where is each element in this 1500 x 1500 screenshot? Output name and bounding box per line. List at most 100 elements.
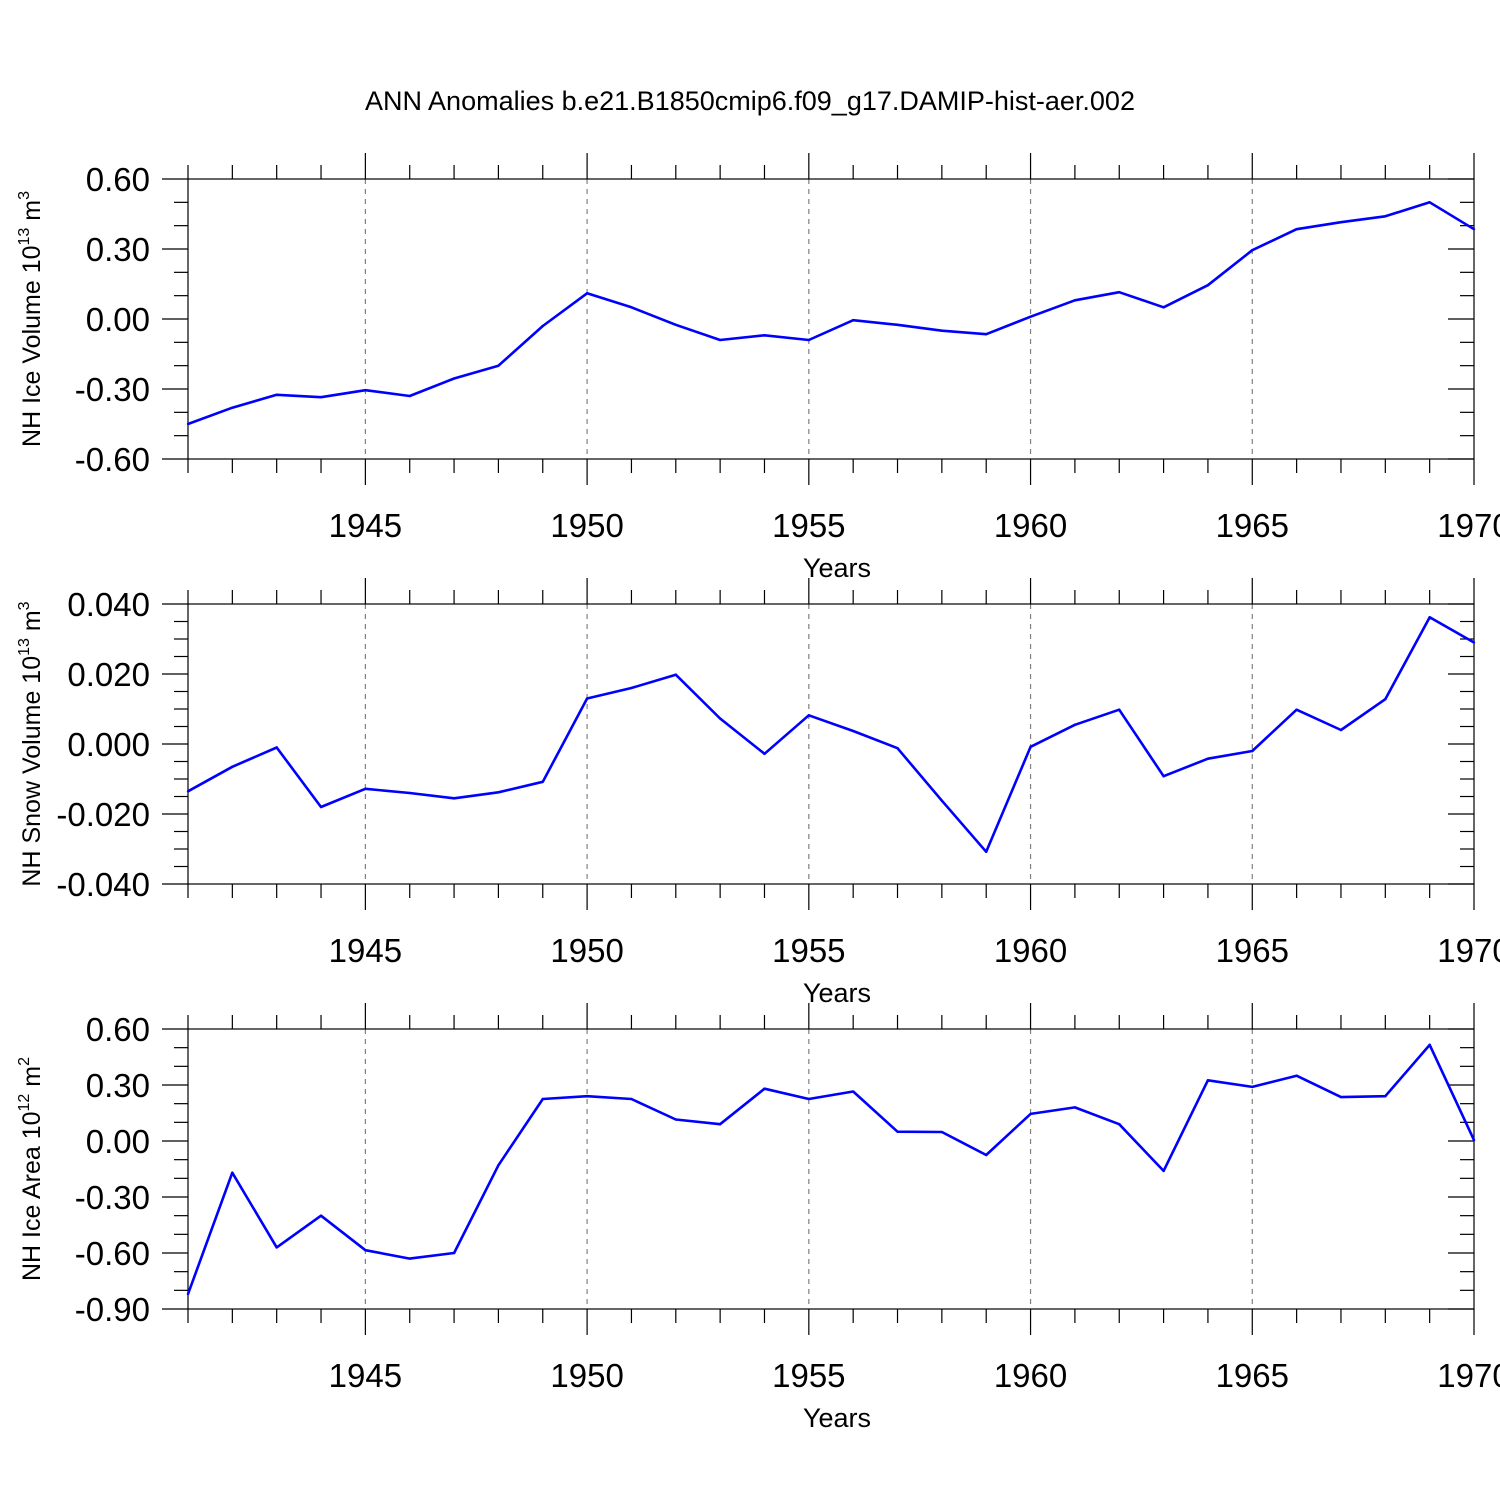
y-tick-label: -0.020: [56, 796, 150, 833]
data-point: [674, 323, 677, 327]
data-point: [896, 1130, 899, 1133]
x-tick-label: 1970: [1437, 1357, 1500, 1394]
y-tick-label: 0.00: [86, 301, 150, 338]
data-point: [851, 318, 855, 322]
data-point: [1206, 757, 1210, 760]
data-point: [1428, 201, 1431, 204]
series-line-snow-volume: [187, 615, 1475, 854]
data-point: [940, 329, 944, 332]
y-tick-label: 0.040: [67, 586, 150, 623]
y-axis-label-part: m: [18, 1066, 46, 1094]
data-point: [1384, 698, 1387, 701]
data-point: [452, 1251, 456, 1255]
data-point: [1428, 1043, 1431, 1047]
data-point: [1162, 775, 1165, 778]
data-point: [940, 799, 944, 802]
plot-frame: [187, 603, 1475, 885]
y-axis-label-part: NH Ice Area 10: [18, 1111, 46, 1281]
data-point: [364, 388, 367, 392]
data-point: [1251, 248, 1254, 252]
y-tick-label: -0.60: [75, 1235, 150, 1272]
data-point: [763, 752, 766, 755]
data-point: [497, 364, 500, 367]
data-point: [851, 1090, 855, 1093]
y-axis-label-superscript: 13: [16, 638, 33, 656]
x-tick-label: 1955: [772, 932, 845, 969]
y-tick-label: 0.60: [86, 1011, 150, 1048]
y-axis-label-superscript: 13: [16, 228, 33, 246]
x-tick-label: 1950: [550, 507, 623, 544]
data-point: [985, 332, 988, 336]
data-point: [985, 1153, 988, 1157]
data-point: [896, 323, 899, 327]
chart-title: ANN Anomalies b.e21.B1850cmip6.f09_g17.D…: [365, 86, 1135, 116]
x-tick-label: 1965: [1216, 507, 1289, 544]
data-point: [275, 1246, 278, 1249]
data-point: [186, 790, 190, 793]
y-tick-label: 0.60: [86, 161, 150, 198]
y-axis-label: NH Ice Area 1012 m2: [16, 1057, 46, 1281]
data-point: [1206, 283, 1210, 287]
plot-frame: [187, 1028, 1475, 1310]
data-point: [231, 765, 234, 768]
data-point: [1206, 1079, 1210, 1082]
x-tick-label: 1955: [772, 507, 845, 544]
x-tick-label: 1950: [550, 1357, 623, 1394]
data-point: [1118, 708, 1121, 711]
data-point: [1251, 1085, 1254, 1089]
y-axis-label: NH Ice Volume 1013 m3: [16, 191, 46, 447]
x-tick-label: 1960: [994, 1357, 1067, 1394]
data-point: [985, 850, 988, 853]
y-tick-label: -0.040: [56, 866, 150, 903]
y-axis-label: NH Snow Volume 1013 m3: [16, 601, 46, 886]
data-point: [1029, 315, 1032, 318]
y-axis-label-part: NH Ice Volume 10: [18, 245, 46, 447]
y-tick-label: 0.30: [86, 231, 150, 268]
data-point: [1251, 749, 1254, 753]
data-point: [1073, 299, 1077, 302]
data-point: [186, 422, 190, 426]
series-line-ice-area: [186, 1043, 1476, 1295]
x-tick-label: 1960: [994, 507, 1067, 544]
data-point: [408, 791, 411, 795]
data-point: [851, 729, 855, 733]
data-point: [763, 1087, 766, 1090]
y-tick-label: 0.30: [86, 1067, 150, 1104]
data-point: [364, 787, 367, 790]
data-point: [1295, 708, 1298, 711]
y-tick-label: 0.00: [86, 1123, 150, 1160]
series-line-ice-volume: [187, 201, 1475, 426]
y-tick-label: 0.020: [67, 656, 150, 693]
x-axis-label: Years: [803, 553, 871, 583]
data-point: [319, 1214, 323, 1217]
y-tick-label: -0.30: [75, 1179, 150, 1216]
panel-ice-area: 1945 1950 1955 1960 1965 1970 Years -0.90 -0.60 -…: [16, 1003, 1500, 1433]
data-point: [1339, 1095, 1343, 1099]
data-point: [1472, 641, 1476, 644]
data-point: [674, 1118, 677, 1121]
plot-frame: [187, 178, 1475, 460]
y-axis-label-part: m: [18, 200, 46, 228]
data-point: [1118, 1123, 1121, 1126]
data-point: [763, 334, 766, 337]
x-tick-label: 1955: [772, 1357, 845, 1394]
x-tick-label: 1950: [550, 932, 623, 969]
data-point: [319, 805, 323, 809]
data-point: [1295, 227, 1298, 231]
panel-snow-volume: 1945 1950 1955 1960 1965 1970 Years -0.040 -0.02…: [16, 578, 1500, 1008]
data-point: [541, 324, 544, 328]
y-axis-label-superscript: 12: [16, 1094, 33, 1112]
y-tick-label: -0.60: [75, 441, 150, 478]
data-point: [1073, 1106, 1077, 1109]
data-point: [1295, 1074, 1298, 1077]
data-point: [630, 306, 633, 309]
data-point: [1339, 220, 1343, 224]
data-point: [452, 377, 456, 380]
data-point: [1118, 290, 1121, 294]
data-point: [186, 1292, 190, 1296]
data-point: [807, 714, 811, 717]
y-axis-label-superscript: 2: [16, 1057, 33, 1066]
data-point: [1162, 1169, 1165, 1173]
data-point: [585, 292, 589, 295]
